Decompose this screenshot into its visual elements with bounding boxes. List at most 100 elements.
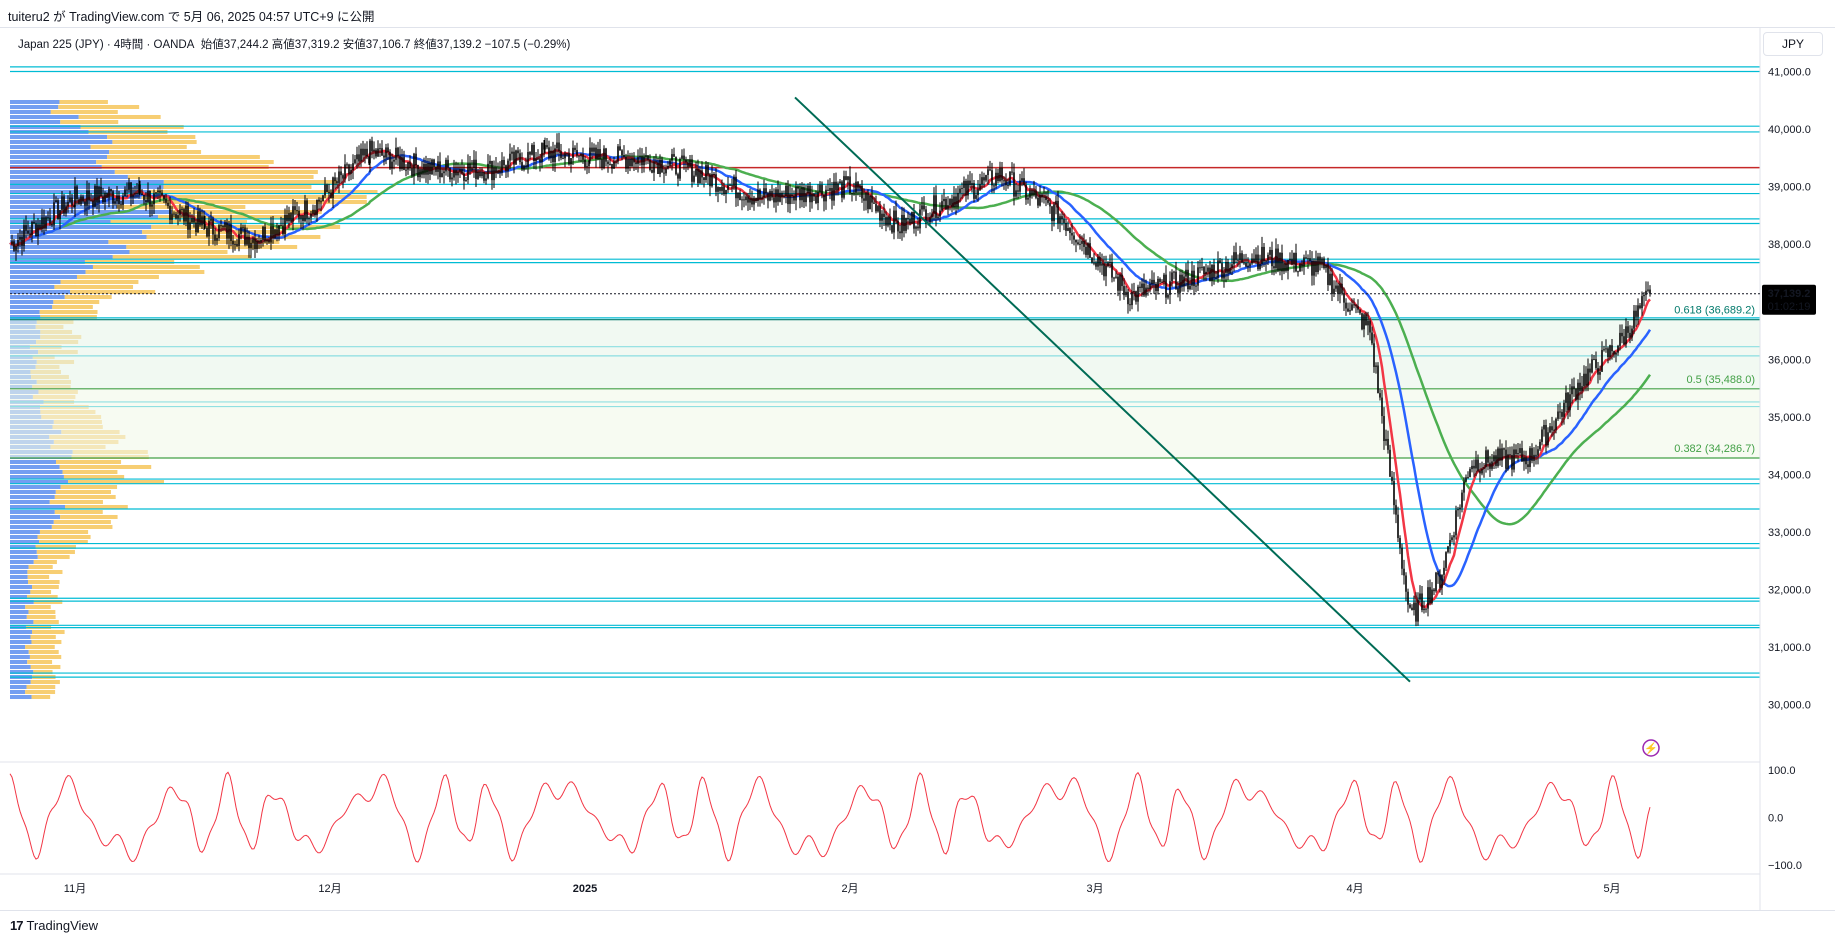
candle-body	[1229, 267, 1231, 274]
tradingview-logo[interactable]: 17 TradingView	[10, 918, 98, 933]
candle-body	[1029, 190, 1031, 198]
vp-bar-down	[31, 695, 51, 699]
candle-body	[1637, 305, 1639, 317]
candle-body	[997, 172, 999, 181]
candle-body	[63, 196, 65, 214]
fib-zone-upper	[10, 319, 1760, 389]
candle-body	[763, 188, 765, 198]
candle-body	[346, 164, 348, 166]
candle-body	[1355, 305, 1357, 307]
candle-body	[362, 148, 364, 156]
vp-bar-down	[63, 475, 125, 479]
candle-body	[358, 154, 360, 162]
candle-body	[1163, 274, 1165, 282]
candle-body	[1145, 287, 1147, 296]
candle-body	[451, 177, 453, 180]
candle-body	[114, 201, 116, 204]
vp-bar-up	[10, 680, 31, 684]
candle-body	[391, 161, 393, 169]
vp-bar-down	[28, 610, 56, 614]
candle-body	[27, 230, 29, 234]
vp-bar-down	[90, 145, 187, 149]
candle-body	[1299, 263, 1301, 272]
symbol-name[interactable]: Japan 225 (JPY) · 4時間 · OANDA	[18, 39, 195, 51]
candle-body	[877, 206, 879, 212]
candle-body	[177, 215, 179, 219]
candle-body	[495, 167, 497, 173]
time-tick-label: 5月	[1603, 883, 1620, 895]
candle-body	[1165, 274, 1167, 298]
candle-body	[141, 193, 143, 195]
candle-body	[550, 150, 552, 159]
candle-body	[1437, 572, 1439, 575]
candle-body	[591, 147, 593, 152]
candle-body	[753, 197, 755, 205]
candle-body	[1489, 462, 1491, 469]
candle-body	[1083, 241, 1085, 247]
candle-body	[1341, 283, 1343, 294]
candle-body	[1107, 262, 1109, 266]
price-chart[interactable]: 0.618 (36,689.2) 0.5 (35,488.0) 0.382 (34,…	[0, 0, 1835, 910]
candle-body	[90, 200, 92, 202]
candle-body	[1161, 281, 1163, 283]
oscillator-line	[9, 771, 1651, 863]
candle-body	[483, 172, 485, 181]
candle-body	[631, 158, 633, 167]
time-axis[interactable]: 11月 12月 2025 2月 3月 4月 5月	[0, 873, 1760, 895]
candle-body	[41, 217, 43, 230]
candle-body	[745, 196, 747, 201]
vp-bar-down	[60, 515, 118, 519]
candle-body	[566, 153, 568, 155]
candle-body	[240, 227, 242, 234]
candle-body	[326, 184, 328, 192]
candle-body	[98, 186, 100, 203]
candle-body	[1239, 253, 1241, 260]
candle-body	[314, 209, 316, 216]
trendline[interactable]	[794, 96, 1411, 683]
fill-areas	[10, 319, 1760, 459]
candle-body	[1335, 285, 1337, 289]
candle-body	[369, 140, 371, 164]
candle-body	[1267, 254, 1269, 261]
candle-body	[467, 163, 469, 180]
currency-button[interactable]: JPY	[1763, 32, 1823, 56]
candle-body	[1003, 180, 1005, 182]
candle-body	[1009, 171, 1011, 186]
candle-body	[161, 192, 163, 196]
candle-body	[977, 189, 979, 196]
candle-body	[1505, 449, 1507, 469]
vp-bar-up	[10, 145, 91, 149]
candle-body	[216, 238, 218, 241]
candle-body	[1187, 269, 1189, 290]
candle-body	[379, 148, 381, 150]
candle-body	[493, 167, 495, 181]
candle-body	[1621, 332, 1623, 337]
candle-body	[1183, 276, 1185, 287]
candle-body	[979, 184, 981, 190]
candle-body	[106, 193, 108, 198]
vp-bar-down	[158, 215, 291, 219]
price-axis[interactable]: 41,000.040,000.039,000.038,000.037,000.0…	[1759, 28, 1811, 910]
candle-body	[1261, 246, 1263, 264]
candle-body	[697, 169, 699, 184]
candle-body	[627, 158, 629, 169]
candle-body	[1045, 196, 1047, 201]
vp-bar-down	[25, 690, 56, 694]
candle-body	[975, 195, 977, 199]
candle-body	[599, 149, 601, 160]
candle-body	[1559, 411, 1561, 413]
candle-body	[584, 159, 586, 168]
candle-body	[867, 192, 869, 210]
candle-body	[427, 162, 429, 175]
vp-bar-up	[10, 650, 29, 654]
vp-bar-up	[10, 160, 97, 164]
vp-bar-down	[27, 570, 63, 574]
osc-tick-label: 0.0	[1768, 813, 1783, 825]
candle-body	[1315, 260, 1317, 273]
candle-body	[443, 171, 445, 174]
candle-body	[33, 221, 35, 224]
candle-body	[1381, 397, 1383, 417]
candle-body	[65, 206, 67, 214]
candle-body	[1195, 285, 1197, 287]
candle-body	[1393, 481, 1395, 506]
